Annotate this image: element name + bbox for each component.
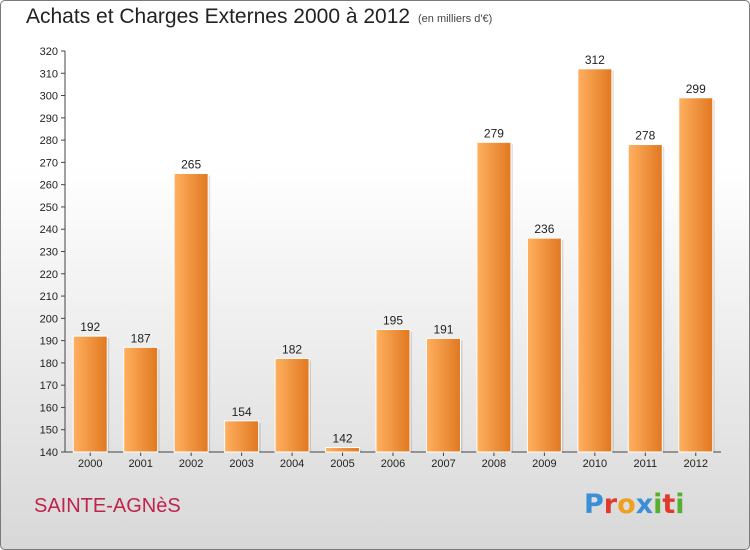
value-label-2012: 299 bbox=[686, 82, 706, 96]
logo-letter: i bbox=[675, 489, 685, 520]
value-label-2005: 142 bbox=[333, 432, 353, 446]
bar-2001 bbox=[123, 346, 159, 453]
bar-2000 bbox=[72, 335, 108, 453]
x-tick-label-2010: 2010 bbox=[583, 458, 607, 470]
logo-letter: o bbox=[617, 489, 636, 520]
bar-2011 bbox=[627, 144, 663, 453]
bar-2012 bbox=[678, 97, 714, 453]
value-label-2003: 154 bbox=[232, 405, 252, 419]
data-labels: 192 187 265 154 182 142 195 191 279 236 312 278 299 bbox=[80, 53, 706, 446]
y-tick-label: 310 bbox=[40, 68, 58, 80]
x-tick-label-2004: 2004 bbox=[280, 458, 304, 470]
x-tick-label-2006: 2006 bbox=[381, 458, 405, 470]
chart-title: Achats et Charges Externes 2000 à 2012 bbox=[26, 5, 411, 28]
y-tick-label: 320 bbox=[40, 46, 58, 58]
y-tick-label: 300 bbox=[40, 91, 58, 103]
value-label-2007: 191 bbox=[433, 322, 453, 336]
bar-2009 bbox=[526, 237, 562, 453]
x-tick-label-2009: 2009 bbox=[532, 458, 556, 470]
y-tick-label: 210 bbox=[40, 291, 58, 303]
x-tick-label-2012: 2012 bbox=[684, 458, 708, 470]
proxiti-logo: Proxiti bbox=[584, 489, 685, 520]
x-tick-label-2002: 2002 bbox=[179, 458, 203, 470]
logo-letter: t bbox=[662, 489, 676, 520]
bar-2002 bbox=[173, 173, 209, 453]
x-tick-label-2000: 2000 bbox=[78, 458, 102, 470]
y-tick-label: 190 bbox=[40, 336, 58, 348]
value-label-2001: 187 bbox=[131, 331, 151, 345]
y-tick-label: 200 bbox=[40, 313, 58, 325]
bar-2004 bbox=[274, 357, 310, 453]
value-label-2000: 192 bbox=[80, 320, 100, 334]
y-tick-label: 230 bbox=[40, 247, 58, 259]
chart-subtitle: (en milliers d'€) bbox=[418, 13, 493, 25]
value-label-2008: 279 bbox=[484, 126, 504, 140]
x-tick-label-2008: 2008 bbox=[482, 458, 506, 470]
y-tick-label: 260 bbox=[40, 180, 58, 192]
x-tick-label-2011: 2011 bbox=[633, 458, 657, 470]
value-label-2009: 236 bbox=[534, 222, 554, 236]
commune-name: SAINTE-AGNèS bbox=[34, 495, 181, 517]
bar-2006 bbox=[375, 328, 411, 453]
y-tick-label: 270 bbox=[40, 157, 58, 169]
value-label-2011: 278 bbox=[635, 129, 655, 143]
y-tick-label: 280 bbox=[40, 135, 58, 147]
value-label-2002: 265 bbox=[181, 158, 201, 172]
bar-2003 bbox=[224, 420, 260, 453]
y-tick-label: 150 bbox=[40, 425, 58, 437]
x-tick-label-2005: 2005 bbox=[330, 458, 354, 470]
y-tick-label: 180 bbox=[40, 358, 58, 370]
y-tick-label: 220 bbox=[40, 269, 58, 281]
y-tick-label: 160 bbox=[40, 402, 58, 414]
x-tick-label-2003: 2003 bbox=[229, 458, 253, 470]
y-tick-label: 240 bbox=[40, 224, 58, 236]
y-tick-label: 290 bbox=[40, 113, 58, 125]
y-tick-label: 170 bbox=[40, 380, 58, 392]
y-tick-label: 140 bbox=[40, 447, 58, 459]
logo-letter: i bbox=[653, 489, 663, 520]
bar-2010 bbox=[577, 68, 613, 453]
bars bbox=[72, 68, 715, 453]
bar-2007 bbox=[425, 337, 461, 453]
logo-letter: P bbox=[584, 489, 604, 520]
value-label-2004: 182 bbox=[282, 342, 302, 356]
value-label-2010: 312 bbox=[585, 53, 605, 67]
value-label-2006: 195 bbox=[383, 313, 403, 327]
bar-2005 bbox=[325, 447, 361, 453]
bar-2008 bbox=[476, 141, 512, 453]
x-tick-label-2007: 2007 bbox=[431, 458, 455, 470]
x-tick-label-2001: 2001 bbox=[128, 458, 152, 470]
y-tick-label: 250 bbox=[40, 202, 58, 214]
logo-letter: r bbox=[603, 489, 618, 520]
logo-letter: x bbox=[635, 489, 654, 520]
